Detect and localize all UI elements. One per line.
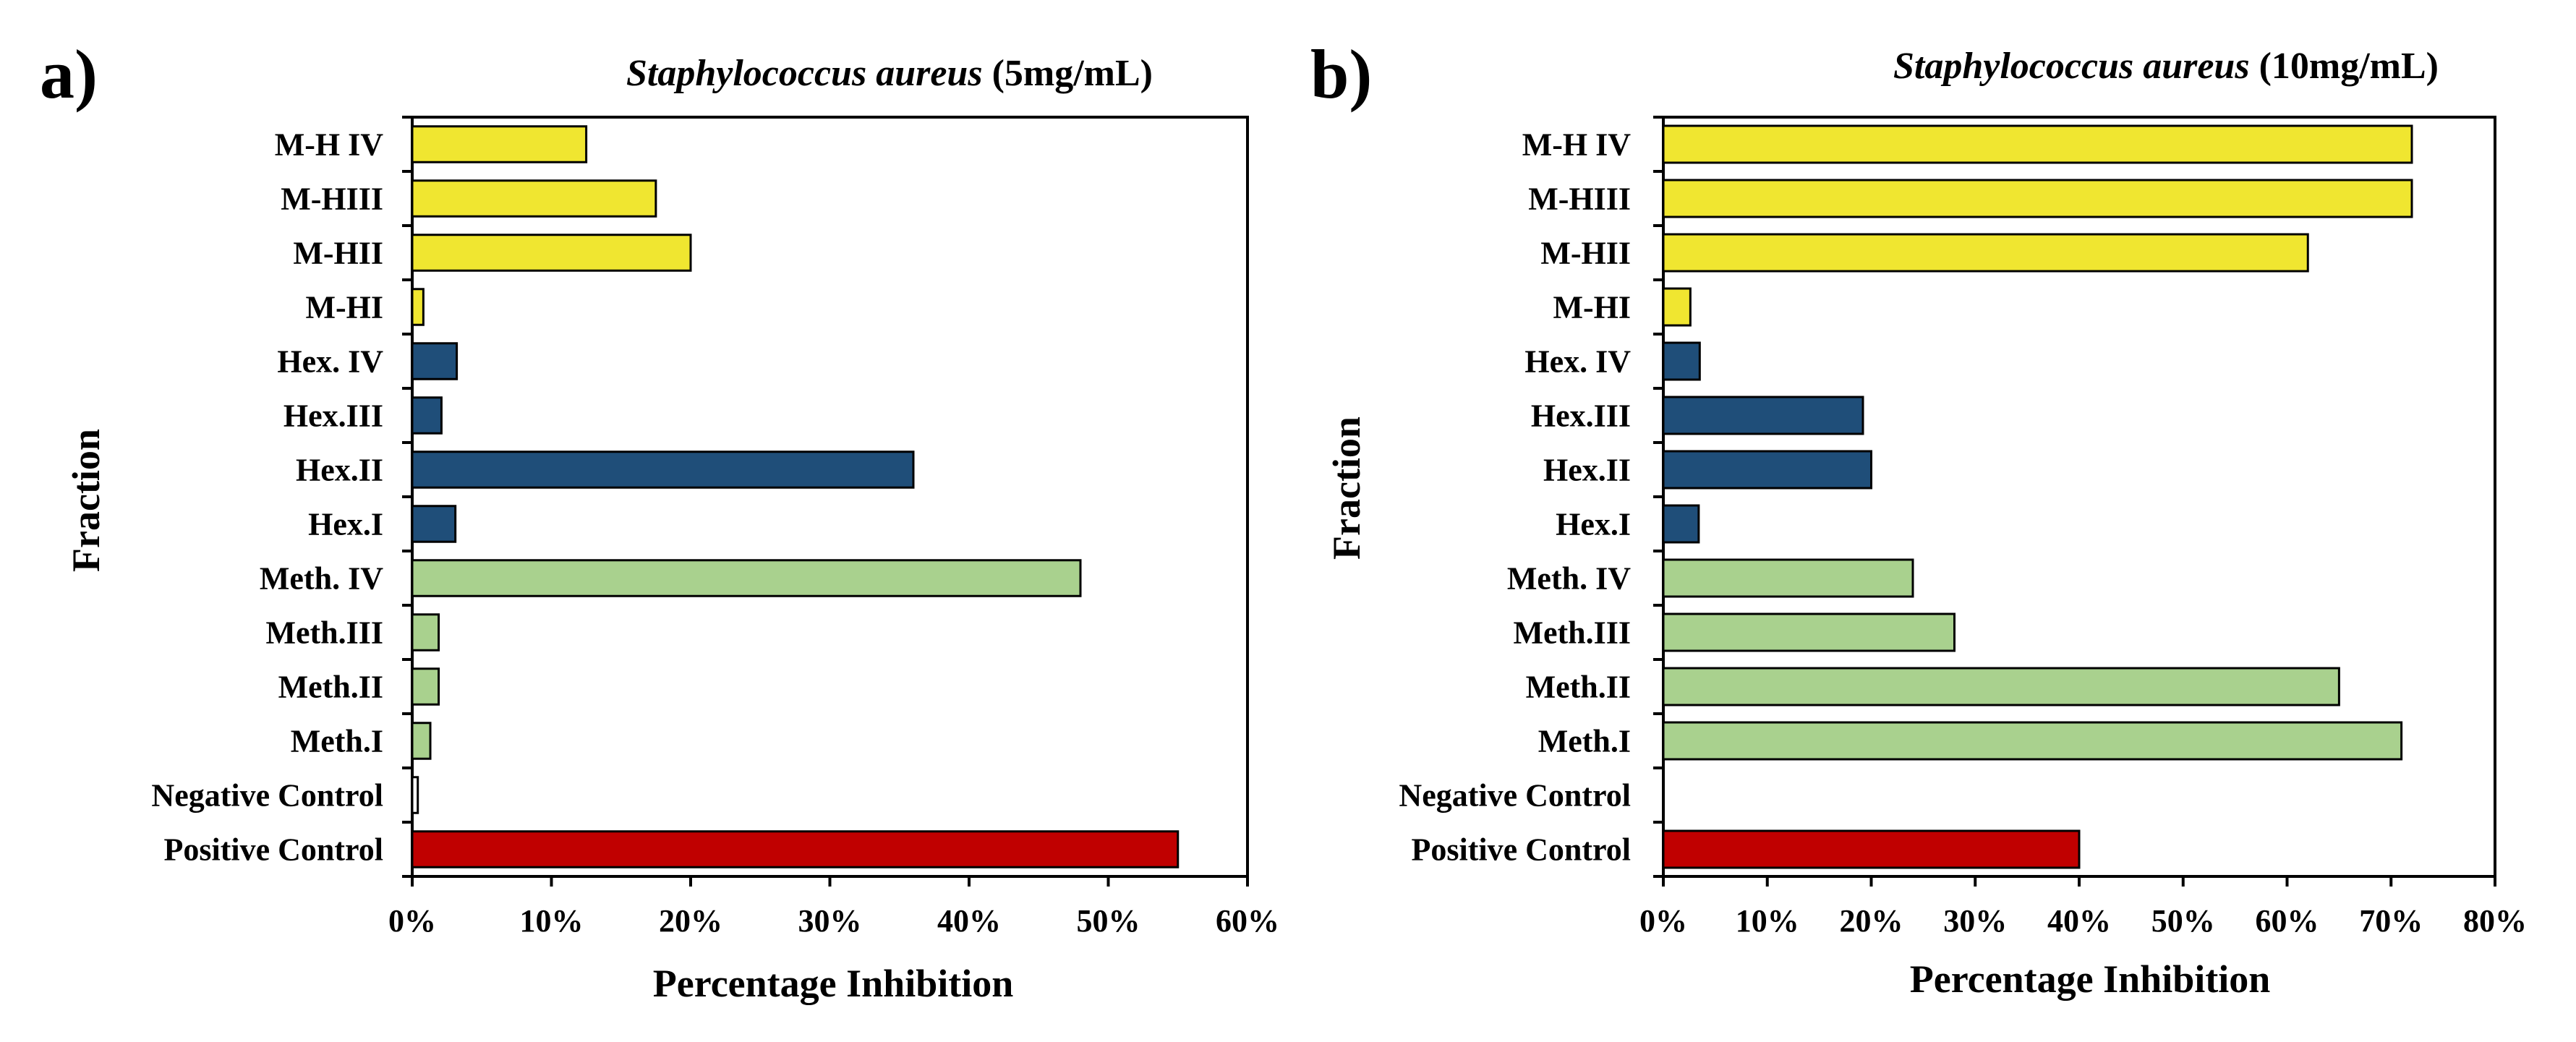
x-tick-label-a: 20% xyxy=(659,903,722,939)
x-tick-label-b: 10% xyxy=(1736,903,1799,939)
x-tick-label-b: 50% xyxy=(2151,903,2215,939)
category-label-b: M-HI xyxy=(1553,290,1631,325)
x-tick-label-a: 10% xyxy=(520,903,584,939)
category-label-a: Meth.II xyxy=(278,670,383,705)
x-tick-label-b: 80% xyxy=(2463,903,2527,939)
bar-a-7 xyxy=(411,505,457,543)
category-label-a: Meth.I xyxy=(291,724,383,759)
x-axis-title-b: Percentage Inhibition xyxy=(1910,957,2271,1001)
x-tick-label-a: 50% xyxy=(1077,903,1140,939)
bar-b-8 xyxy=(1662,558,1914,598)
category-label-b: Hex. IV xyxy=(1524,344,1631,380)
category-label-b: Negative Control xyxy=(1399,778,1631,813)
plot-frame-a xyxy=(411,116,1249,878)
chart-title-a-concentration: (5mg/mL) xyxy=(983,53,1153,94)
bar-b-5 xyxy=(1662,396,1864,435)
category-label-b: Meth.II xyxy=(1526,670,1631,705)
category-label-a: M-HII xyxy=(293,236,383,271)
category-label-b: M-HII xyxy=(1540,236,1631,271)
chart-title-b: Staphylococcus aureus (10mg/mL) xyxy=(1893,46,2439,87)
category-label-a: Negative Control xyxy=(151,778,383,813)
bar-b-11 xyxy=(1662,721,2403,761)
bar-b-6 xyxy=(1662,450,1872,490)
x-tick-label-b: 60% xyxy=(2256,903,2319,939)
category-label-a: M-HI xyxy=(305,290,383,325)
bar-b-2 xyxy=(1662,233,2309,273)
category-label-b: Hex.I xyxy=(1556,507,1631,542)
bar-b-1 xyxy=(1662,179,2413,218)
x-tick-label-b: 0% xyxy=(1639,903,1687,939)
panel-label-b: b) xyxy=(1310,35,1372,113)
chart-title-a: Staphylococcus aureus (5mg/mL) xyxy=(626,53,1153,94)
bar-a-2 xyxy=(411,234,692,272)
category-label-b: Hex.II xyxy=(1543,453,1631,488)
chart-title-a-organism: Staphylococcus aureus xyxy=(626,53,983,94)
plot-frame-b xyxy=(1662,116,2496,878)
category-label-a: Hex.I xyxy=(308,507,383,542)
x-tick-label-a: 0% xyxy=(388,903,436,939)
bar-b-9 xyxy=(1662,612,1956,652)
category-label-a: Positive Control xyxy=(164,832,384,868)
x-axis-title-a: Percentage Inhibition xyxy=(653,962,1014,1005)
y-axis-title-b: Fraction xyxy=(1325,417,1368,560)
bar-a-3 xyxy=(411,288,425,326)
category-label-b: Meth.III xyxy=(1513,615,1631,651)
chart-title-b-concentration: (10mg/mL) xyxy=(2250,46,2439,87)
x-tick-label-a: 30% xyxy=(798,903,862,939)
category-label-b: Positive Control xyxy=(1412,832,1632,868)
category-label-a: Hex.III xyxy=(283,398,383,434)
panel-label-a: a) xyxy=(40,35,98,113)
category-label-a: Hex.II xyxy=(296,453,383,488)
bar-a-5 xyxy=(411,396,443,435)
chart-title-b-organism: Staphylococcus aureus xyxy=(1893,46,2250,87)
bar-a-10 xyxy=(411,667,440,706)
category-label-b: Meth. IV xyxy=(1507,561,1631,597)
x-tick-label-b: 20% xyxy=(1840,903,1903,939)
bar-a-13 xyxy=(411,830,1180,868)
category-label-b: Hex.III xyxy=(1531,398,1631,434)
bar-a-4 xyxy=(411,342,459,380)
category-label-a: M-H IV xyxy=(275,127,384,163)
bar-a-11 xyxy=(411,722,432,760)
category-label-b: Meth.I xyxy=(1538,724,1631,759)
x-tick-label-b: 70% xyxy=(2359,903,2423,939)
category-label-b: M-H IV xyxy=(1522,127,1632,163)
bar-b-0 xyxy=(1662,124,2413,164)
bar-b-4 xyxy=(1662,341,1701,381)
bar-b-7 xyxy=(1662,504,1700,544)
bar-b-13 xyxy=(1662,829,2081,869)
bar-a-0 xyxy=(411,125,588,163)
bar-a-12 xyxy=(411,776,419,814)
x-tick-label-a: 40% xyxy=(937,903,1001,939)
category-label-a: M-HIII xyxy=(281,182,383,217)
x-tick-label-a: 60% xyxy=(1216,903,1279,939)
x-tick-label-b: 40% xyxy=(2047,903,2111,939)
category-label-a: Meth. IV xyxy=(260,561,383,597)
x-tick-label-b: 30% xyxy=(1943,903,2007,939)
category-label-a: Hex. IV xyxy=(277,344,383,380)
chart-panel-a: a) Staphylococcus aureus (5mg/mL) Fracti… xyxy=(40,35,1279,1005)
bar-a-6 xyxy=(411,450,915,489)
bar-a-1 xyxy=(411,179,657,218)
bar-b-10 xyxy=(1662,667,2340,706)
bar-a-8 xyxy=(411,559,1082,597)
category-label-b: M-HIII xyxy=(1528,182,1631,217)
category-label-a: Meth.III xyxy=(265,615,383,651)
bar-a-9 xyxy=(411,613,440,652)
bar-b-3 xyxy=(1662,287,1692,327)
chart-panel-b: b) Staphylococcus aureus (10mg/mL) Fract… xyxy=(1310,35,2527,1001)
y-axis-title-a: Fraction xyxy=(64,429,108,572)
